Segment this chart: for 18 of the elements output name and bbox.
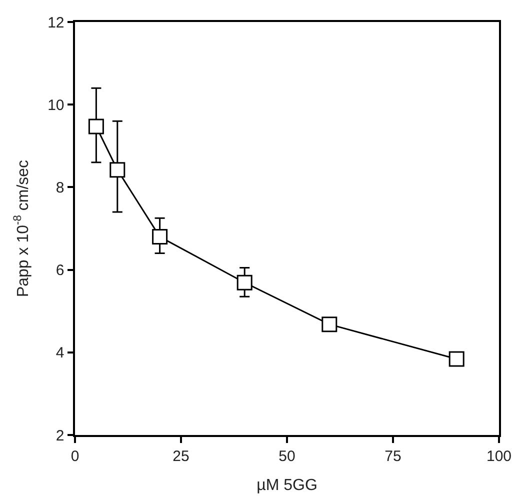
x-tick-label: 25 — [172, 448, 190, 465]
y-tick-label: 10 — [48, 96, 64, 114]
point — [236, 274, 252, 290]
y-tick-label: 12 — [48, 14, 64, 32]
point — [152, 229, 168, 245]
point — [322, 316, 338, 332]
x-tick-label: 50 — [278, 448, 296, 465]
point — [448, 351, 464, 367]
x-tick-label: 75 — [384, 448, 402, 465]
point — [110, 162, 126, 178]
y-tick-label: 8 — [56, 179, 64, 196]
x-axis-title: µM 5GG — [256, 476, 318, 494]
y-tick-label: 2 — [56, 427, 64, 444]
point — [88, 118, 104, 134]
x-tick-label: 0 — [70, 448, 80, 465]
y-tick-label: 6 — [56, 262, 64, 280]
y-tick-label: 4 — [56, 344, 64, 362]
x-tick-label: 100 — [486, 448, 512, 465]
